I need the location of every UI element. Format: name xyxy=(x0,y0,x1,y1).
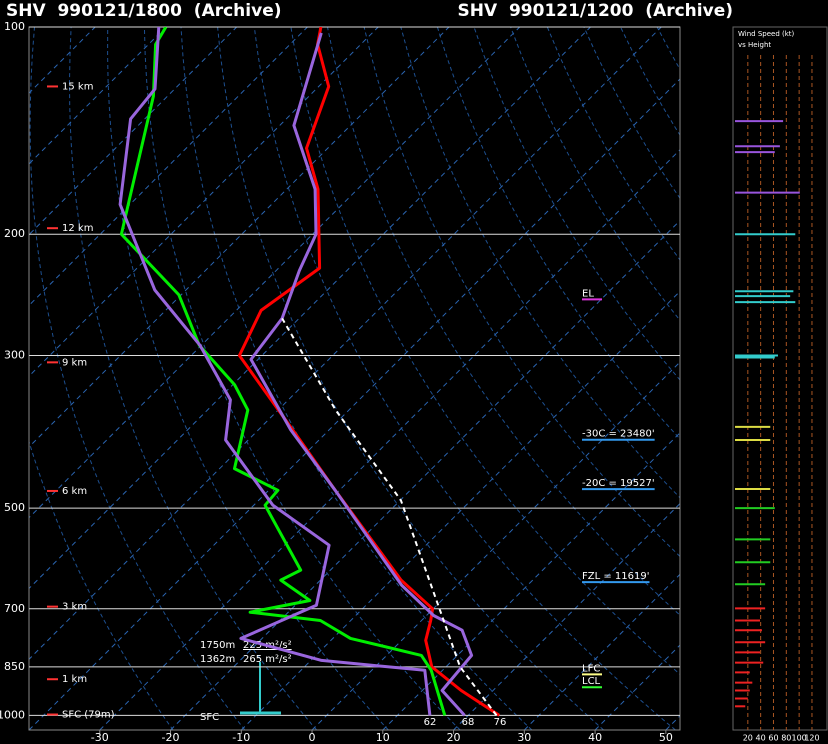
height-label: 3 km xyxy=(62,602,87,613)
helicity-height: 1362m xyxy=(200,654,235,665)
surface-label: 76 xyxy=(494,717,507,728)
y-tick-label: 100 xyxy=(4,20,25,33)
y-tick-label: 500 xyxy=(4,501,25,514)
profile-line xyxy=(118,27,432,716)
isotherm xyxy=(240,290,680,730)
isotherm xyxy=(29,27,450,448)
dry-adiabat xyxy=(29,440,174,730)
wind-tick-label: 60 xyxy=(768,734,778,743)
isotherm xyxy=(382,432,680,730)
height-label: 15 km xyxy=(62,81,93,92)
dry-adiabat xyxy=(510,27,680,322)
wind-frame xyxy=(732,26,828,731)
helicity-height: 1750m xyxy=(200,640,235,651)
wind-tick-label: 80 xyxy=(781,734,791,743)
dry-adiabat xyxy=(68,27,317,730)
dry-adiabat xyxy=(436,27,680,440)
isotherm xyxy=(453,502,680,730)
profile-line xyxy=(281,317,498,716)
y-tick-label: 700 xyxy=(4,602,25,615)
profile-line xyxy=(119,27,447,716)
isotherm xyxy=(29,27,662,660)
annotation: -20C = 19527' xyxy=(582,478,655,489)
isotherm xyxy=(29,27,167,165)
chart-subtitle: SHV 990121/1200 (Archive) xyxy=(458,1,734,21)
isotherm xyxy=(29,27,379,377)
isotherm xyxy=(29,27,591,590)
wind-tick-label: 20 xyxy=(743,734,753,743)
height-label: 6 km xyxy=(62,486,87,497)
profile-line xyxy=(237,27,501,717)
wind-tick-label: 100 xyxy=(791,734,806,743)
profile-line xyxy=(249,32,474,717)
surface-label: 62 xyxy=(424,717,437,728)
dry-adiabat xyxy=(327,27,680,616)
x-tick-label: 50 xyxy=(659,731,673,744)
y-tick-label: 300 xyxy=(4,348,25,361)
dry-adiabat xyxy=(143,27,461,730)
x-tick-label: 40 xyxy=(588,731,602,744)
dry-adiabat xyxy=(107,27,389,730)
dry-adiabat xyxy=(363,27,680,558)
annotation: EL xyxy=(582,288,594,299)
y-tick-label: 1000 xyxy=(0,708,25,721)
y-tick-label: 200 xyxy=(4,227,25,240)
y-tick-label: 850 xyxy=(4,660,25,673)
annotation: LFC xyxy=(582,663,600,674)
height-label: SFC (79m) xyxy=(62,710,115,721)
height-label: 1 km xyxy=(62,674,87,685)
isotherm xyxy=(29,27,308,307)
wind-title: Wind Speed (kt) xyxy=(738,30,795,38)
dry-adiabat xyxy=(217,27,604,730)
isotherm xyxy=(29,78,680,730)
wind-subtitle: vs Height xyxy=(738,41,771,49)
x-tick-label: 30 xyxy=(517,731,531,744)
x-tick-label: -20 xyxy=(162,731,180,744)
isotherm xyxy=(29,27,521,519)
dry-adiabat xyxy=(180,27,533,730)
chart-title: SHV 990121/1800 (Archive) xyxy=(6,1,282,21)
annotation: FZL = 11619' xyxy=(582,571,649,582)
x-tick-label: -10 xyxy=(232,731,250,744)
height-label: 12 km xyxy=(62,223,93,234)
annotation: LCL xyxy=(582,676,601,687)
series-layer xyxy=(118,27,501,717)
isotherm xyxy=(29,27,238,236)
isotherm xyxy=(523,573,680,730)
height-label: 9 km xyxy=(62,357,87,368)
x-tick-label: 0 xyxy=(309,731,316,744)
surface-label: 68 xyxy=(462,717,475,728)
helicity-value: 265 m²/s² xyxy=(243,654,292,665)
x-tick-label: -30 xyxy=(91,731,109,744)
wind-tick-label: 40 xyxy=(756,734,766,743)
wind-tick-label: 120 xyxy=(804,734,819,743)
annotation: -30C = 23480' xyxy=(582,429,655,440)
isotherm xyxy=(99,149,680,730)
isotherm xyxy=(170,219,680,730)
x-tick-label: 10 xyxy=(376,731,390,744)
plot-area xyxy=(29,27,680,730)
x-tick-label: 20 xyxy=(447,731,461,744)
sfc-label: SFC xyxy=(200,712,219,723)
